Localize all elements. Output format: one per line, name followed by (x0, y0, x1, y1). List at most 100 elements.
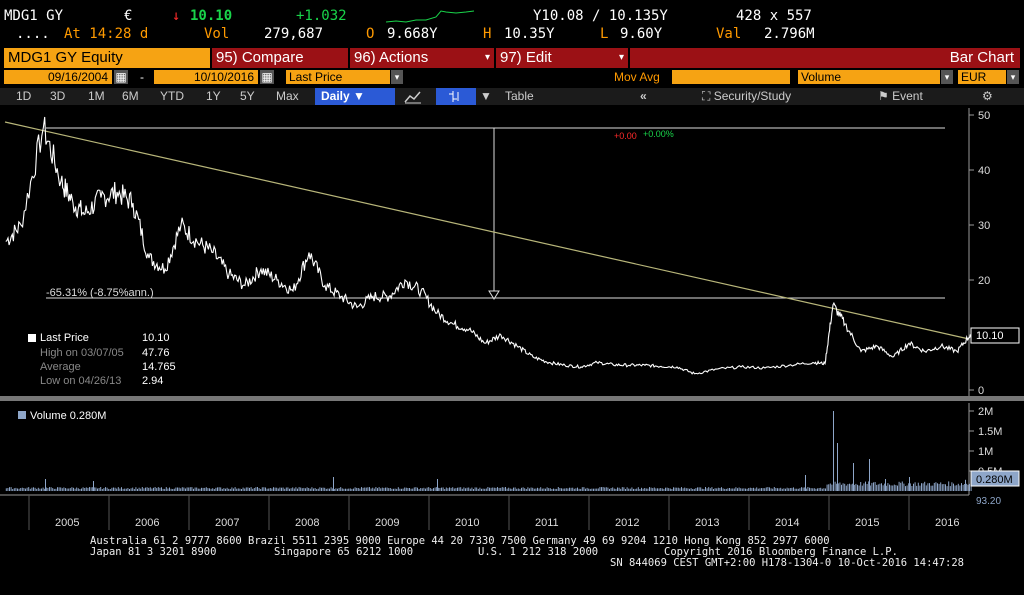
volume-bar (613, 488, 615, 491)
volume-bar (855, 483, 857, 491)
field-select[interactable]: Last Price (286, 70, 390, 84)
volume-bar (738, 487, 740, 491)
volume-bar (583, 487, 585, 491)
edit-button[interactable]: 97) Edit ▾ (496, 48, 628, 68)
volume-bar (801, 487, 802, 491)
volume-bar (969, 483, 970, 491)
volume-bar (721, 487, 722, 491)
volume-bar (831, 484, 833, 491)
chevron-down-icon[interactable]: ▼ (480, 89, 492, 103)
volume-bar (277, 488, 279, 491)
pct-change-label: -65.31% (-8.75%ann.) (46, 287, 154, 299)
currency-symbol: € (124, 8, 133, 24)
volume-bar (183, 487, 185, 491)
volume-bar (442, 487, 444, 491)
volume-bar (242, 487, 244, 491)
mov-avg-field[interactable] (672, 70, 790, 84)
volume-bar (765, 487, 767, 491)
frequency-select[interactable]: Daily ▼ (315, 88, 395, 105)
volume-bar (135, 487, 137, 491)
volume-bar (636, 488, 638, 491)
volume-bar (76, 487, 78, 491)
low-value: 9.60Y (620, 26, 663, 42)
volume-bar (165, 487, 167, 491)
tab-ytd[interactable]: YTD (160, 89, 184, 103)
chart-type-label[interactable]: Bar Chart (630, 48, 1020, 68)
price-legend: Last Price 10.10 High on 03/07/05 47.76 … (18, 330, 176, 392)
volume-bar (157, 487, 159, 491)
volume-bar (93, 487, 95, 491)
volume-bar (170, 488, 172, 491)
chevron-down-icon[interactable]: ▾ (1007, 70, 1019, 84)
volume-bar (757, 488, 759, 491)
volume-bar (325, 488, 327, 491)
gear-icon[interactable]: ⚙ (982, 89, 993, 103)
volume-bar (253, 488, 255, 491)
collapse-icon[interactable]: « (640, 89, 647, 103)
security-field[interactable]: MDG1 GY Equity (4, 48, 210, 68)
tab-1y[interactable]: 1Y (206, 89, 221, 103)
volume-bar (487, 487, 489, 491)
x-axis-year-label: 2006 (135, 517, 159, 529)
tab-6m[interactable]: 6M (122, 89, 139, 103)
volume-bar (580, 488, 582, 491)
volume-bar (724, 488, 726, 491)
volume-bar (50, 487, 52, 491)
volume-bar (917, 482, 919, 491)
volume-bar (258, 488, 260, 491)
table-button[interactable]: Table (505, 89, 534, 103)
tab-1m[interactable]: 1M (88, 89, 105, 103)
volume-bar (802, 487, 804, 491)
chevron-down-icon[interactable]: ▾ (391, 70, 403, 84)
volume-bar (618, 487, 620, 491)
volume-bar (909, 483, 911, 491)
volume-bar (962, 484, 964, 491)
volume-bar (239, 488, 241, 491)
volume-bar (20, 488, 22, 491)
volume-bar (41, 488, 42, 491)
calendar-icon[interactable]: ▦ (114, 70, 128, 84)
volume-bar (36, 488, 38, 491)
volume-bar (221, 488, 223, 491)
volume-bar (807, 487, 809, 491)
volume-bar (906, 485, 908, 491)
volume-bar (373, 488, 375, 491)
volume-bar (639, 489, 641, 491)
currency-select[interactable]: EUR (958, 70, 1006, 84)
line-chart-icon[interactable] (404, 88, 422, 105)
x-axis-year-label: 2009 (375, 517, 399, 529)
calendar-icon[interactable]: ▦ (260, 70, 274, 84)
volume-bar (236, 488, 238, 491)
volume-select[interactable]: Volume (798, 70, 940, 84)
volume-bar (156, 488, 158, 491)
volume-y-ticks: 2M1.5M1M0.5M (969, 406, 1002, 478)
tab-max[interactable]: Max (276, 89, 299, 103)
volume-bar (535, 488, 537, 491)
tab-3d[interactable]: 3D (50, 89, 66, 103)
volume-bar (404, 487, 406, 491)
volume-bar (810, 488, 812, 491)
security-study-button[interactable]: ⛶ Security/Study (702, 88, 791, 105)
volume-bar (697, 487, 698, 491)
footer-session: SN 844069 CEST GMT+2:00 H178-1304-0 10-O… (610, 557, 965, 569)
tab-1d[interactable]: 1D (16, 89, 32, 103)
event-button[interactable]: ⚑ Event (878, 88, 923, 105)
volume-bar (722, 488, 724, 491)
actions-button[interactable]: 96) Actions ▾ (350, 48, 494, 68)
volume-bar (567, 488, 569, 491)
chevron-down-icon[interactable]: ▾ (941, 70, 953, 84)
x-axis-year-label: 2005 (55, 517, 79, 529)
volume-bar (559, 488, 561, 491)
volume-bar (479, 487, 481, 491)
volume-bar (703, 489, 705, 491)
volume-bar (124, 488, 126, 491)
footer-us: U.S. 1 212 318 2000 (478, 546, 599, 558)
tab-5y[interactable]: 5Y (240, 89, 255, 103)
start-date-field[interactable]: 09/16/2004 (4, 70, 112, 84)
bar-chart-icon[interactable] (436, 88, 476, 105)
volume-last-tag (970, 470, 1020, 487)
volume-spike-bar (805, 475, 806, 491)
end-date-field[interactable]: 10/10/2016 (154, 70, 258, 84)
price-volume-chart[interactable]: 50 40 30 2010 0 -65.31% (-8.75%ann.) +0.00 +… (0, 105, 1024, 541)
compare-button[interactable]: 95) Compare (212, 48, 348, 68)
